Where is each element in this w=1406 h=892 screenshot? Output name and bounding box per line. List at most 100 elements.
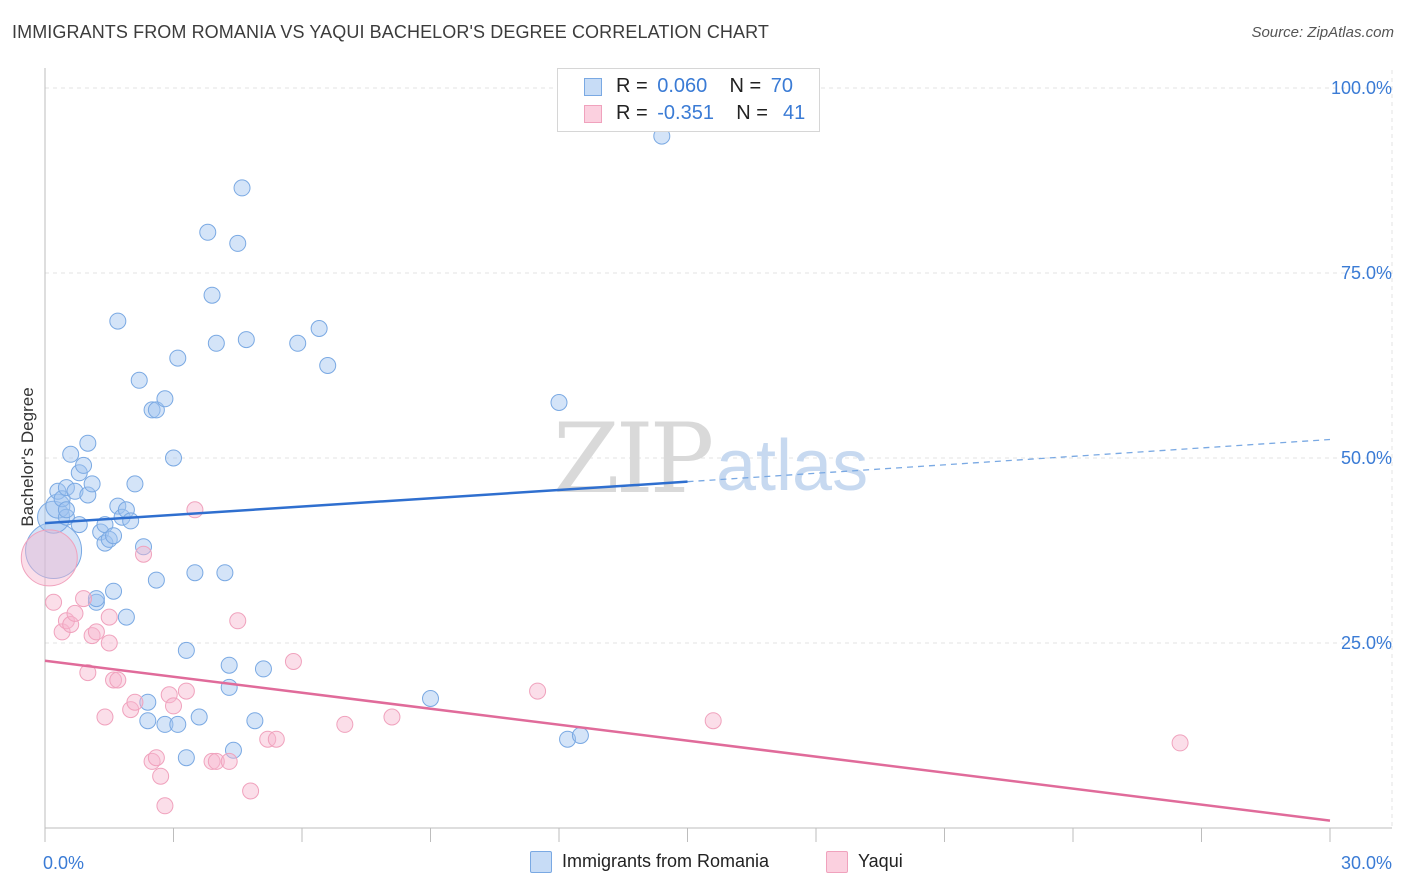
grid-lines — [45, 70, 1393, 828]
point-yaqui — [109, 671, 127, 689]
bottom-legend-swatch-romania — [530, 851, 552, 874]
point-yaqui — [203, 752, 221, 770]
bottom-legend-swatch-yaqui — [826, 851, 848, 874]
correlation-legend: R = 0.060 N = 70 R = -0.351 N = 41 — [557, 68, 820, 132]
axes — [44, 68, 1392, 842]
point-romania — [169, 349, 187, 367]
point-yaqui — [53, 623, 71, 641]
chart-title: IMMIGRANTS FROM ROMANIA VS YAQUI BACHELO… — [12, 22, 770, 42]
point-yaqui — [66, 604, 84, 622]
point-romania — [53, 490, 71, 508]
point-yaqui — [20, 529, 78, 587]
point-yaqui — [126, 693, 144, 711]
data-points — [20, 127, 1189, 815]
point-romania — [57, 479, 75, 497]
chart-source: Source: ZipAtlas.com — [1251, 24, 1394, 41]
legend-r-value-romania: 0.060 — [657, 75, 708, 97]
point-romania — [177, 641, 195, 659]
point-yaqui — [87, 623, 105, 641]
point-romania — [147, 571, 165, 589]
point-romania — [422, 690, 439, 707]
point-romania — [186, 564, 204, 582]
point-romania — [57, 501, 75, 519]
point-yaqui — [147, 749, 165, 767]
legend-row-yaqui: R = -0.351 N = 41 — [584, 102, 805, 126]
point-yaqui — [207, 752, 225, 770]
tick-labels: 25.0% 50.0% 75.0% 100.0% 0.0% 30.0% — [43, 78, 1392, 873]
y-tick-label: 100.0% — [1331, 78, 1392, 98]
point-romania — [165, 449, 182, 467]
point-romania — [216, 564, 234, 582]
point-romania — [559, 730, 577, 748]
point-romania — [87, 590, 105, 608]
point-romania — [233, 179, 251, 197]
point-romania — [203, 286, 221, 304]
x-tick-label: 30.0% — [1341, 853, 1392, 873]
point-romania — [199, 223, 217, 241]
legend-row-romania: R = 0.060 N = 70 — [584, 75, 793, 99]
point-yaqui — [177, 682, 195, 700]
legend-r-value-yaqui: -0.351 — [657, 102, 714, 124]
x-tick-label: 0.0% — [43, 853, 84, 873]
point-romania — [109, 497, 127, 515]
point-romania — [310, 320, 328, 337]
point-romania — [79, 486, 97, 504]
point-romania — [246, 712, 264, 730]
point-romania — [117, 608, 135, 626]
trend-line-romania — [44, 480, 688, 525]
point-romania — [62, 445, 80, 463]
point-romania — [105, 582, 123, 600]
point-romania — [177, 749, 195, 767]
point-yaqui — [156, 797, 174, 815]
point-romania — [66, 482, 84, 500]
point-romania — [122, 512, 140, 530]
point-yaqui — [100, 634, 118, 652]
point-yaqui — [62, 616, 80, 633]
point-romania — [109, 312, 127, 330]
y-tick-label: 75.0% — [1341, 263, 1392, 283]
point-yaqui — [1171, 734, 1189, 752]
legend-r-label: R = — [616, 75, 648, 97]
point-yaqui — [96, 708, 114, 726]
point-romania — [126, 475, 144, 493]
point-romania — [105, 527, 123, 545]
point-romania — [289, 334, 307, 352]
point-yaqui — [704, 712, 722, 730]
y-tick-label: 50.0% — [1341, 448, 1392, 468]
bottom-legend-romania: Immigrants from Romania — [530, 851, 770, 874]
y-tick-label: 25.0% — [1341, 633, 1392, 653]
point-romania — [45, 493, 71, 519]
point-yaqui — [105, 671, 123, 689]
point-romania — [220, 656, 238, 674]
point-yaqui — [242, 782, 260, 800]
legend-n-value-romania: 70 — [770, 75, 794, 97]
point-yaqui — [160, 686, 178, 704]
point-yaqui — [186, 501, 204, 519]
point-yaqui — [220, 752, 238, 770]
point-romania — [571, 727, 589, 744]
point-romania — [87, 593, 105, 611]
point-romania — [139, 693, 157, 711]
point-romania — [139, 712, 157, 730]
point-yaqui — [100, 608, 118, 626]
watermark-atlas-text: atlas — [716, 426, 868, 506]
point-romania — [70, 516, 88, 534]
bottom-legend-label-romania: Immigrants from Romania — [562, 851, 770, 871]
point-romania — [83, 475, 101, 493]
point-yaqui — [267, 730, 285, 748]
point-romania — [319, 357, 337, 374]
legend-r-label: R = — [616, 102, 648, 124]
legend-swatch-yaqui — [584, 104, 602, 123]
point-romania — [79, 434, 97, 452]
point-yaqui — [135, 545, 153, 563]
point-yaqui — [284, 653, 302, 670]
point-romania — [190, 708, 208, 726]
bottom-legend-yaqui: Yaqui — [826, 851, 903, 874]
legend-swatch-romania — [584, 77, 602, 96]
point-yaqui — [336, 715, 354, 733]
point-yaqui — [45, 593, 63, 611]
point-yaqui — [75, 590, 93, 608]
point-yaqui — [259, 730, 277, 748]
point-romania — [156, 715, 174, 733]
